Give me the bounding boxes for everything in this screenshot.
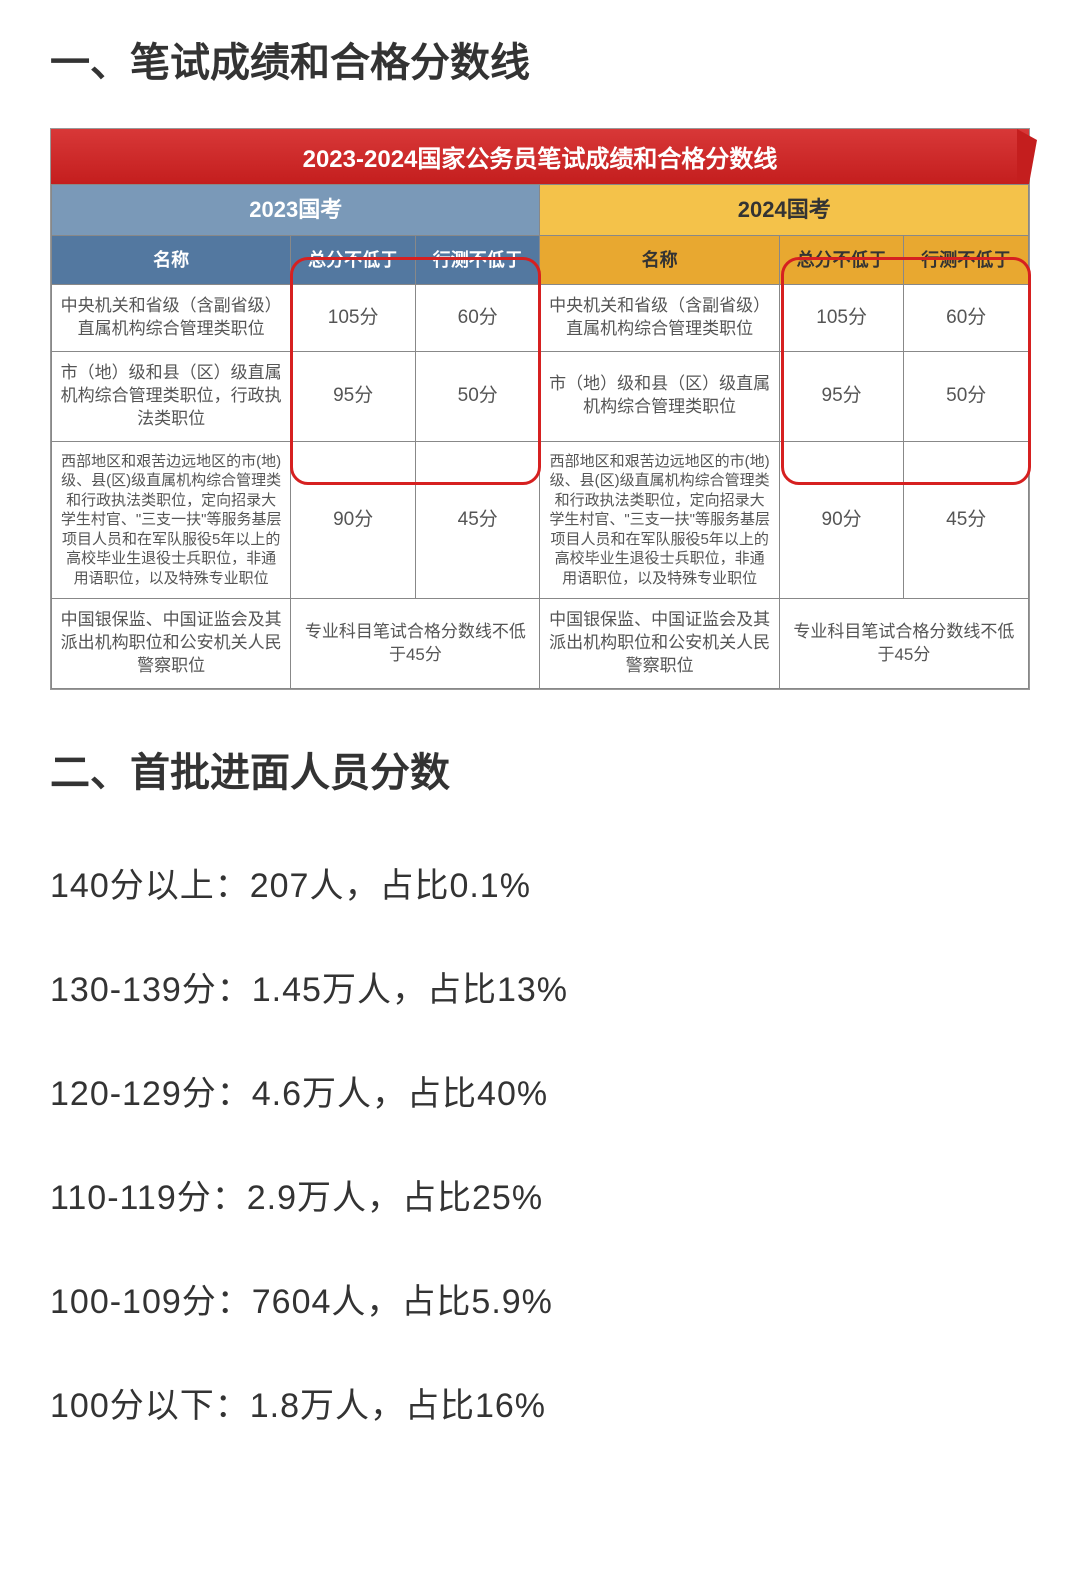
table-title-banner: 2023-2024国家公务员笔试成绩和合格分数线 — [51, 129, 1029, 184]
score-cell: 45分 — [415, 441, 540, 599]
name-cell: 中国银保监、中国证监会及其派出机构职位和公安机关人民警察职位 — [52, 599, 291, 689]
score-cell: 60分 — [415, 284, 540, 351]
score-cell: 90分 — [779, 441, 904, 599]
score-item: 140分以上：207人，占比0.1% — [50, 858, 1030, 907]
table-row: 西部地区和艰苦边远地区的市(地)级、县(区)级直属机构综合管理类和行政执法类职位… — [52, 441, 1029, 599]
score-cell: 60分 — [904, 284, 1029, 351]
merged-note: 专业科目笔试合格分数线不低于45分 — [779, 599, 1028, 689]
name-cell: 中央机关和省级（含副省级）直属机构综合管理类职位 — [540, 284, 779, 351]
table-row: 中国银保监、中国证监会及其派出机构职位和公安机关人民警察职位 专业科目笔试合格分… — [52, 599, 1029, 689]
name-cell: 中央机关和省级（含副省级）直属机构综合管理类职位 — [52, 284, 291, 351]
score-item: 110-119分：2.9万人，占比25% — [50, 1170, 1030, 1219]
score-item: 100-109分：7604人，占比5.9% — [50, 1274, 1030, 1323]
name-cell: 市（地）级和县（区）级直属机构综合管理类职位 — [540, 351, 779, 441]
score-cell: 105分 — [779, 284, 904, 351]
score-item: 120-129分：4.6万人，占比40% — [50, 1066, 1030, 1115]
name-cell: 西部地区和艰苦边远地区的市(地)级、县(区)级直属机构综合管理类和行政执法类职位… — [540, 441, 779, 599]
col-name-2023: 名称 — [52, 235, 291, 284]
score-cell: 105分 — [291, 284, 416, 351]
name-cell: 中国银保监、中国证监会及其派出机构职位和公安机关人民警察职位 — [540, 599, 779, 689]
col-total-2023: 总分不低于 — [291, 235, 416, 284]
score-cell: 95分 — [291, 351, 416, 441]
score-distribution-list: 140分以上：207人，占比0.1% 130-139分：1.45万人，占比13%… — [50, 858, 1030, 1427]
table-row: 市（地）级和县（区）级直属机构综合管理类职位，行政执法类职位 95分 50分 市… — [52, 351, 1029, 441]
year-2024-header: 2024国考 — [540, 185, 1029, 236]
score-table-wrapper: 2023-2024国家公务员笔试成绩和合格分数线 2023国考 2024国考 名… — [50, 128, 1030, 690]
score-cell: 90分 — [291, 441, 416, 599]
table-row: 中央机关和省级（含副省级）直属机构综合管理类职位 105分 60分 中央机关和省… — [52, 284, 1029, 351]
score-item: 130-139分：1.45万人，占比13% — [50, 962, 1030, 1011]
score-cell: 50分 — [415, 351, 540, 441]
section-2-title: 二、首批进面人员分数 — [50, 740, 1030, 798]
name-cell: 西部地区和艰苦边远地区的市(地)级、县(区)级直属机构综合管理类和行政执法类职位… — [52, 441, 291, 599]
col-total-2024: 总分不低于 — [779, 235, 904, 284]
score-item: 100分以下：1.8万人，占比16% — [50, 1378, 1030, 1427]
col-test-2024: 行测不低于 — [904, 235, 1029, 284]
score-cell: 50分 — [904, 351, 1029, 441]
year-2023-header: 2023国考 — [52, 185, 540, 236]
col-name-2024: 名称 — [540, 235, 779, 284]
name-cell: 市（地）级和县（区）级直属机构综合管理类职位，行政执法类职位 — [52, 351, 291, 441]
score-cell: 45分 — [904, 441, 1029, 599]
merged-note: 专业科目笔试合格分数线不低于45分 — [291, 599, 540, 689]
score-table: 2023国考 2024国考 名称 总分不低于 行测不低于 名称 总分不低于 行测… — [51, 184, 1029, 689]
score-cell: 95分 — [779, 351, 904, 441]
section-1-title: 一、笔试成绩和合格分数线 — [50, 30, 1030, 88]
col-test-2023: 行测不低于 — [415, 235, 540, 284]
